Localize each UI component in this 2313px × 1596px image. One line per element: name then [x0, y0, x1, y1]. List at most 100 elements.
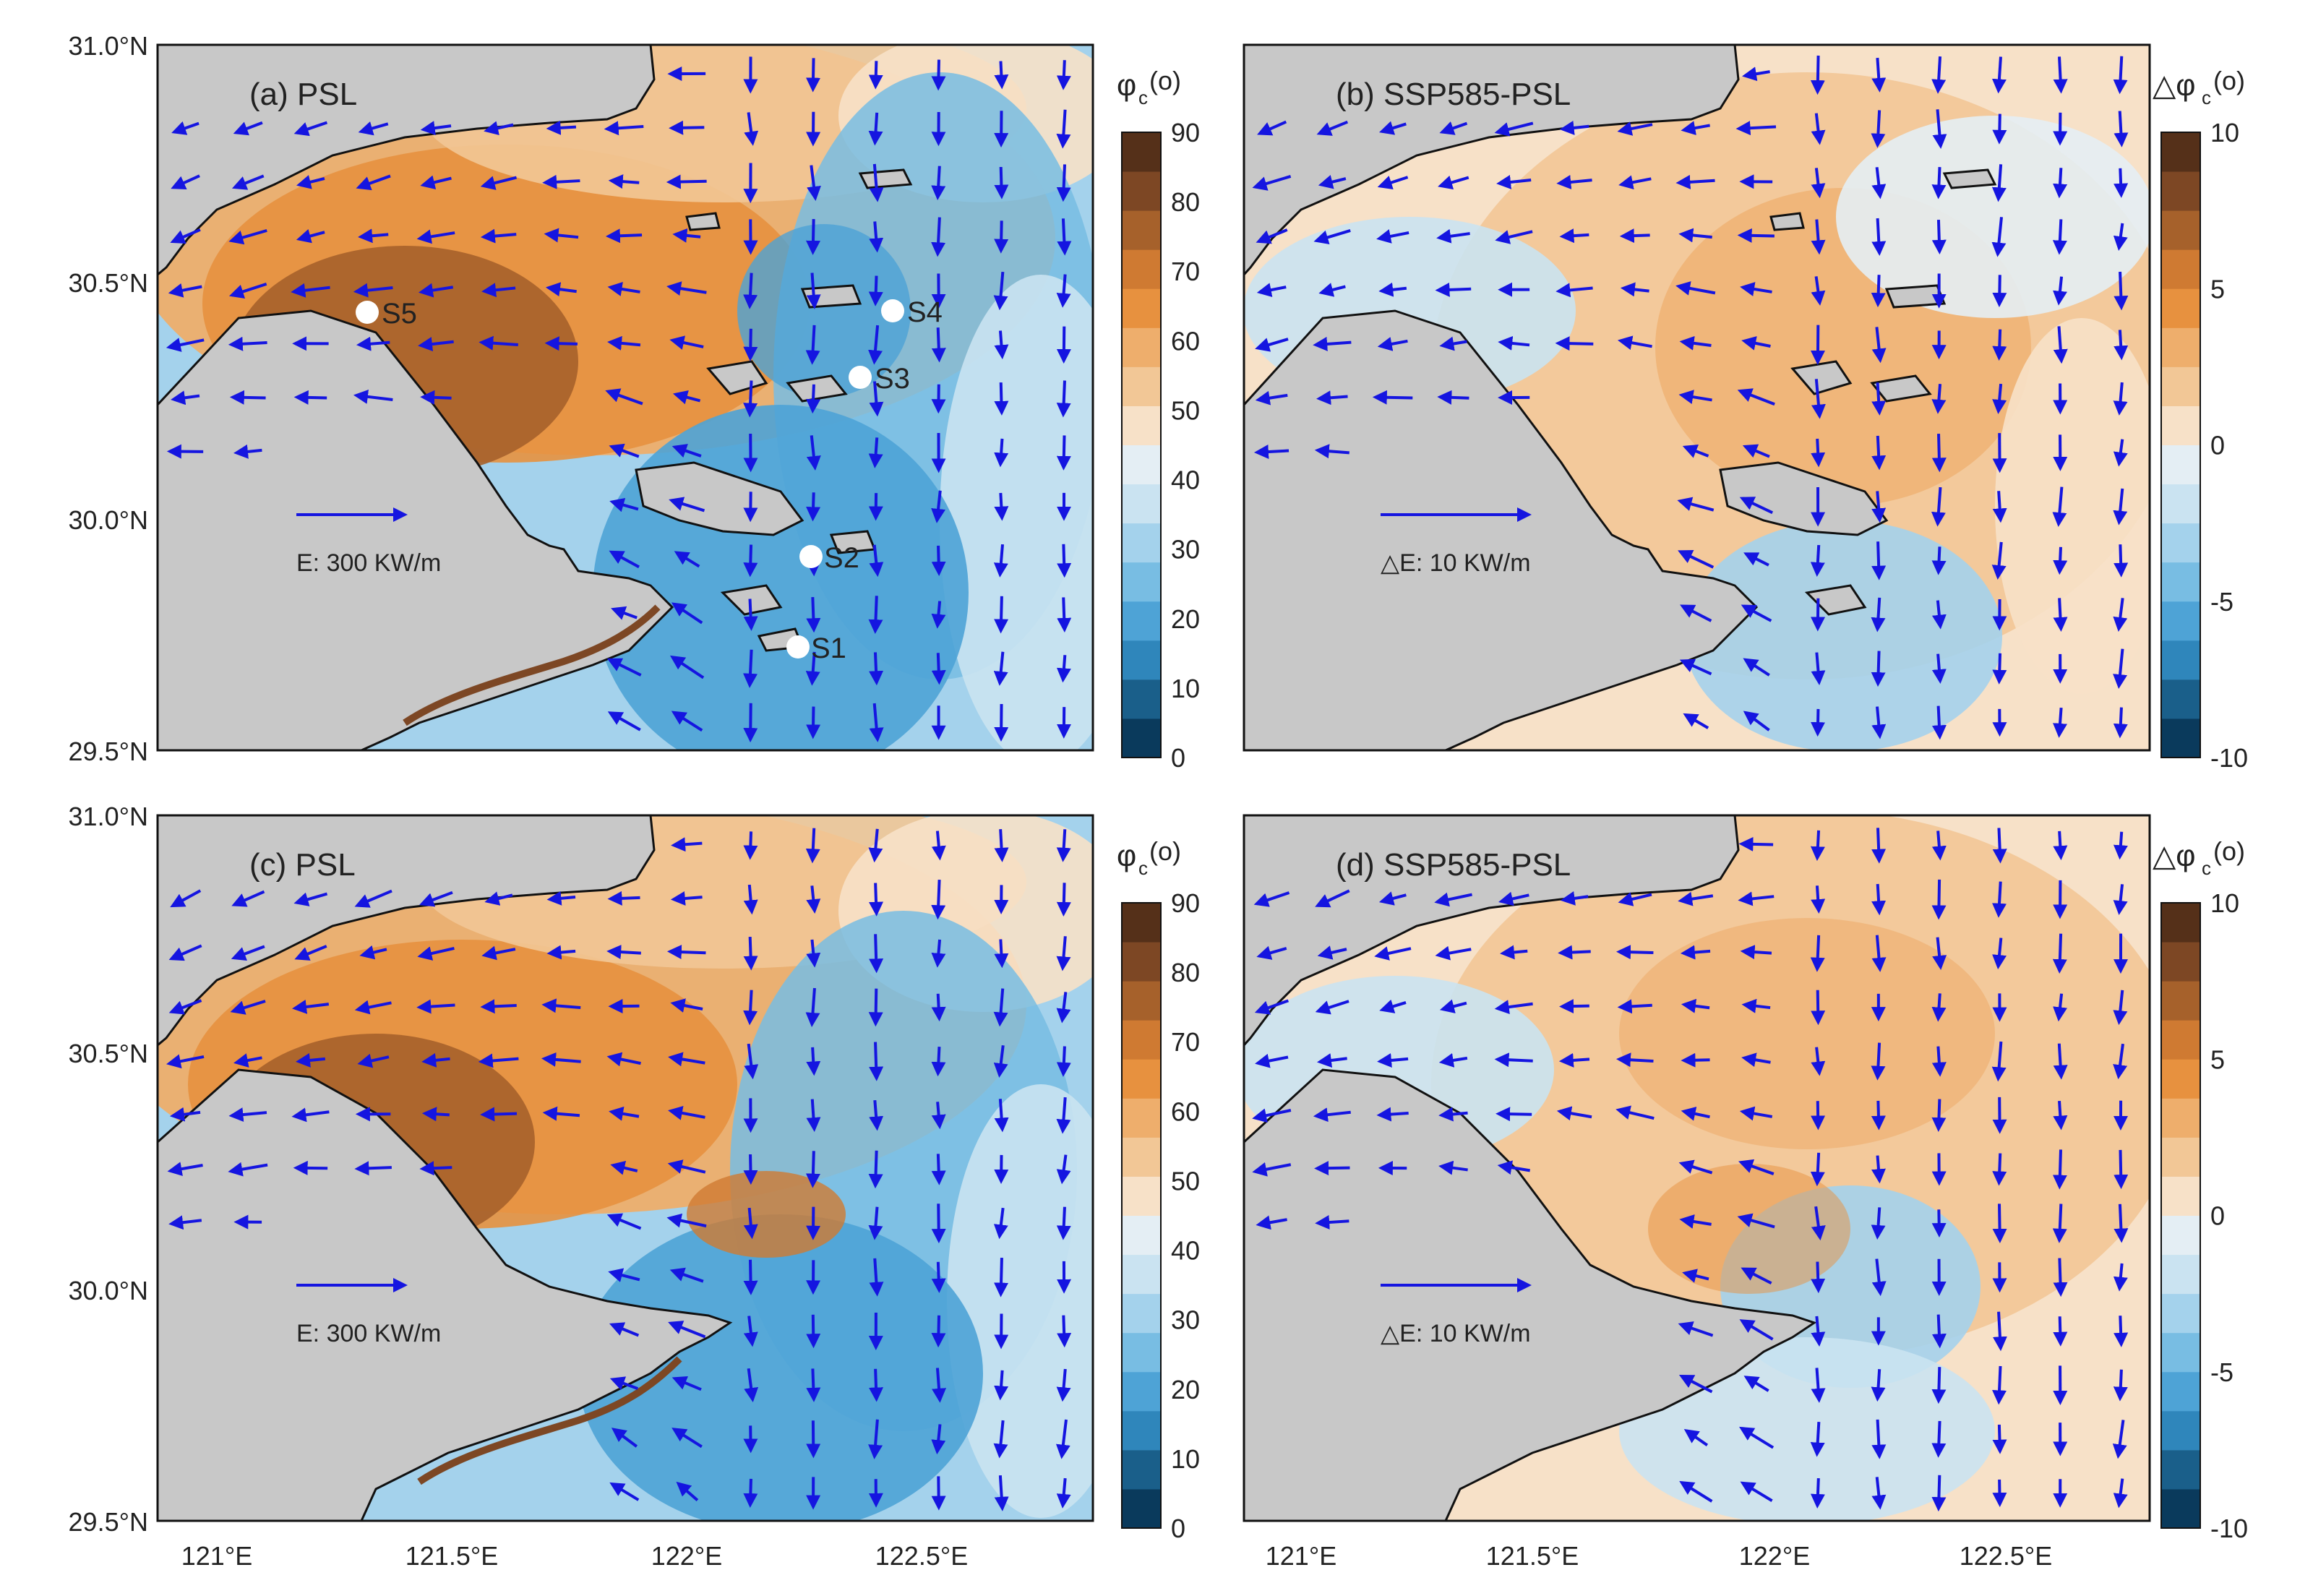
flux-arrow	[2113, 439, 2128, 467]
flux-arrow	[1679, 658, 1712, 676]
flux-arrow	[806, 1368, 821, 1402]
flux-arrow	[1555, 283, 1593, 298]
svg-text:30.5°N: 30.5°N	[69, 268, 148, 298]
flux-arrow	[358, 121, 389, 136]
flux-arrow	[869, 652, 884, 686]
flux-arrow	[293, 1160, 328, 1175]
flux-arrow	[359, 945, 387, 960]
flux-arrow	[1679, 1480, 1713, 1503]
flux-arrow	[354, 1000, 392, 1015]
flux-arrow	[421, 1107, 450, 1122]
colorbar-tick-label: 10	[2210, 888, 2239, 918]
flux-arrow	[806, 492, 821, 522]
flux-arrow	[994, 220, 1009, 254]
flux-arrow	[1743, 552, 1769, 567]
colorbar-tick-label: 30	[1171, 1305, 1200, 1335]
land-south	[158, 309, 674, 750]
flux-arrow	[671, 444, 702, 458]
flux-arrow	[1871, 435, 1887, 471]
flux-arrow	[672, 390, 701, 405]
flux-arrow	[932, 1368, 947, 1403]
scale-label: E: 300 KW/m	[296, 549, 441, 577]
flux-arrow	[1741, 1267, 1772, 1285]
flux-arrow	[291, 1107, 330, 1123]
flux-arrow	[1057, 597, 1072, 632]
flux-arrow	[744, 1368, 759, 1403]
colorbar-segment	[1122, 562, 1161, 602]
svg-text:S5: S5	[382, 298, 417, 330]
flux-arrow	[994, 704, 1009, 742]
colorbar-tick-label: 10	[2210, 118, 2239, 147]
flux-arrow	[1056, 1368, 1071, 1402]
colorbar-tick-label: 0	[2210, 1201, 2225, 1231]
flux-arrow	[744, 1043, 759, 1080]
flux-arrow	[670, 891, 703, 906]
panel-title: (a) PSL	[249, 77, 357, 112]
flux-arrow	[353, 283, 393, 298]
flux-arrow	[1739, 1426, 1775, 1449]
flux-arrow	[1255, 390, 1288, 406]
flux-arrow	[868, 1150, 883, 1189]
flux-arrow	[931, 59, 946, 91]
colorbar-tick-label: 10	[1171, 674, 1200, 703]
colorbar-segment	[2161, 132, 2200, 172]
colorbar-segment	[2161, 1020, 2200, 1060]
flux-arrow	[2113, 488, 2128, 525]
flux-arrow	[2114, 1149, 2129, 1190]
colorbar-segment	[1122, 366, 1161, 406]
energy-flux-arrows	[1252, 55, 2129, 740]
flux-arrow	[2113, 56, 2128, 95]
lon-tick-labels: 121°E 121.5°E 122°E 122.5°E	[1266, 1541, 2052, 1571]
flux-arrow	[1871, 275, 1886, 308]
flux-arrow	[354, 889, 392, 908]
flux-arrow	[931, 490, 946, 523]
flux-arrow	[1439, 999, 1467, 1013]
colorbar-segment	[1122, 1254, 1161, 1295]
flux-arrow	[806, 597, 821, 633]
flux-arrow	[806, 939, 821, 968]
flux-arrow	[1871, 110, 1886, 148]
flux-arrow	[1256, 283, 1287, 297]
flux-arrow	[1256, 945, 1287, 960]
flux-arrow	[166, 1054, 205, 1069]
flux-arrow	[1810, 1421, 1825, 1457]
colorbar-segment	[2161, 562, 2200, 602]
energy-flux-arrows	[166, 56, 1072, 743]
flux-arrow	[2113, 1043, 2128, 1080]
flux-arrow	[993, 988, 1008, 1027]
colorbar-segment	[2161, 981, 2200, 1021]
flux-arrow	[1313, 336, 1352, 351]
svg-text:S3: S3	[875, 363, 910, 395]
colorbar-segment	[1122, 406, 1161, 445]
flux-arrow	[1379, 121, 1407, 135]
colorbar-segment	[1122, 523, 1161, 563]
colorbar-tick-label: -5	[2210, 587, 2233, 617]
flux-arrow	[931, 831, 946, 861]
flux-arrow	[1056, 655, 1071, 683]
flux-arrow	[1056, 829, 1071, 862]
colorbar-segment	[2161, 484, 2200, 524]
colorbar-segment	[2161, 1137, 2200, 1177]
flux-arrow	[931, 1424, 946, 1455]
colorbar-segment	[1122, 1137, 1161, 1177]
flux-arrow	[994, 829, 1009, 862]
svg-text:φ: φ	[1117, 838, 1136, 872]
flux-arrow	[668, 1105, 705, 1120]
flux-arrow	[1255, 338, 1289, 352]
flux-arrow	[2053, 56, 2068, 94]
flux-arrow	[1438, 1107, 1468, 1122]
colorbar-segment	[2161, 1410, 2200, 1451]
flux-arrow	[1680, 604, 1712, 622]
flux-arrow	[668, 1052, 705, 1067]
flux-arrow	[416, 229, 455, 244]
flux-arrow	[1616, 945, 1654, 960]
flux-arrow	[1252, 1108, 1292, 1123]
flux-arrow	[994, 382, 1009, 416]
svg-text:30.0°N: 30.0°N	[69, 1276, 148, 1305]
flux-arrow	[743, 1316, 758, 1347]
flux-arrow	[1056, 883, 1071, 917]
flux-arrow	[1871, 1207, 1886, 1240]
flux-arrow	[1377, 1053, 1409, 1068]
colorbar-segment	[2161, 718, 2200, 758]
flux-arrow	[1932, 109, 1947, 150]
